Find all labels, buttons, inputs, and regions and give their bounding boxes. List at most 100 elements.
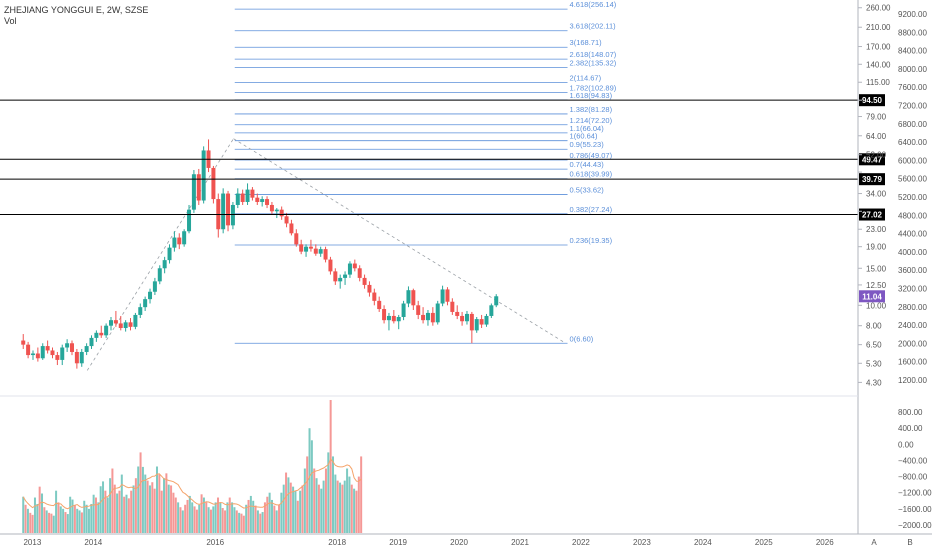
volume-bar <box>113 484 116 533</box>
volume-bar <box>212 506 215 533</box>
candle-body <box>177 237 182 245</box>
volume-bar <box>242 515 245 533</box>
volume-bar <box>158 474 161 533</box>
volume-bar <box>38 486 41 533</box>
candle-body <box>304 246 309 252</box>
volume-bar <box>343 480 346 533</box>
candle-body <box>377 300 382 310</box>
candle-body <box>230 204 235 226</box>
volume-bar <box>148 485 151 533</box>
candle-body <box>435 303 440 323</box>
candle-body <box>357 268 362 278</box>
volume-bar <box>200 494 203 533</box>
candle-body <box>347 263 352 275</box>
candle-body <box>65 343 70 348</box>
volume-bar <box>109 478 112 533</box>
volume-bar <box>299 490 302 533</box>
log-scale-button[interactable]: B <box>907 538 912 547</box>
volume-bar <box>296 500 299 533</box>
volume-bar <box>57 502 60 533</box>
volume-bar <box>231 502 234 533</box>
candle-body <box>133 314 138 327</box>
candle-body <box>123 322 128 329</box>
candle-body <box>328 259 333 272</box>
volume-bar <box>141 466 144 533</box>
volume-bar <box>322 480 325 533</box>
time-tick-label: 2026 <box>816 538 834 547</box>
candle-body <box>35 353 40 359</box>
secondary-tick-label: 8800.00 <box>898 28 927 37</box>
volume-bar <box>144 474 147 533</box>
volume-bar <box>94 497 97 533</box>
time-tick-label: 2014 <box>84 538 102 547</box>
candle-body <box>255 197 260 202</box>
candle-body <box>162 260 167 269</box>
secondary-tick-label: 2800.00 <box>898 303 927 312</box>
volume-bar <box>292 486 295 533</box>
volume-bar <box>273 505 276 533</box>
volume-bar <box>278 504 281 533</box>
auto-scale-button[interactable]: A <box>871 538 877 547</box>
candle-body <box>469 313 474 331</box>
volume-bar <box>186 499 189 533</box>
candle-body <box>196 174 201 201</box>
secondary-tick-label: 9200.00 <box>898 10 927 19</box>
candle-body <box>455 311 460 316</box>
volume-bar <box>78 510 81 533</box>
volume-bars <box>22 400 363 533</box>
time-tick-label: 2023 <box>633 538 651 547</box>
candle-body <box>148 291 153 300</box>
volume-bar <box>22 496 25 533</box>
volume-bar <box>71 499 74 533</box>
volume-tick-label: −1600.00 <box>898 505 932 514</box>
volume-bar <box>64 512 67 533</box>
candle-body <box>308 246 313 249</box>
volume-bar <box>62 508 65 533</box>
candle-body <box>362 277 367 285</box>
volume-bar <box>282 484 285 533</box>
secondary-tick-label: 6800.00 <box>898 120 927 129</box>
volume-bar <box>181 510 184 533</box>
price-tick-label: 8.00 <box>866 322 882 331</box>
volume-bar <box>132 485 135 533</box>
candle-body <box>484 315 489 325</box>
candle-body <box>89 337 94 347</box>
volume-bar <box>256 510 259 533</box>
volume-ma <box>22 458 362 510</box>
candle-body <box>79 351 84 364</box>
volume-bar <box>102 481 105 533</box>
volume-bar <box>87 508 90 533</box>
volume-bar <box>240 513 243 533</box>
fib-label: 3(168.71) <box>570 38 603 47</box>
volume-bar <box>306 456 309 533</box>
volume-bar <box>59 506 62 533</box>
volume-bar <box>52 515 55 533</box>
fib-label: 1.782(102.89) <box>570 83 617 92</box>
price-tick-label: 52.00 <box>866 151 887 160</box>
candle-body <box>45 346 50 351</box>
volume-bar <box>233 507 236 533</box>
candle-body <box>269 204 274 212</box>
volume-bar <box>99 486 102 533</box>
volume-bar <box>76 508 79 533</box>
candle-body <box>250 189 255 198</box>
chart-title: ZHEJIANG YONGGUI E, 2W, SZSE <box>4 5 149 15</box>
fib-label: 0.7(44.43) <box>570 160 605 169</box>
price-tick-label: 210.00 <box>866 23 891 32</box>
volume-bar <box>207 507 210 533</box>
volume-bar <box>228 497 231 533</box>
fib-label: 1.382(81.28) <box>570 105 613 114</box>
candle-body <box>191 174 196 210</box>
volume-bar <box>226 502 229 533</box>
volume-bar <box>294 490 297 533</box>
volume-bar <box>270 499 273 533</box>
fib-label: 4.618(256.14) <box>570 0 617 9</box>
horizontal-lines[interactable]: 94.50 49.47 39.79 27.02 11.04 <box>0 94 885 303</box>
horizontal-line-tag <box>859 153 885 166</box>
volume-bar <box>41 493 44 533</box>
volume-bar <box>85 504 88 533</box>
volume-tick-label: 400.00 <box>898 424 923 433</box>
volume-bar <box>205 502 208 533</box>
volume-bar <box>252 500 255 533</box>
